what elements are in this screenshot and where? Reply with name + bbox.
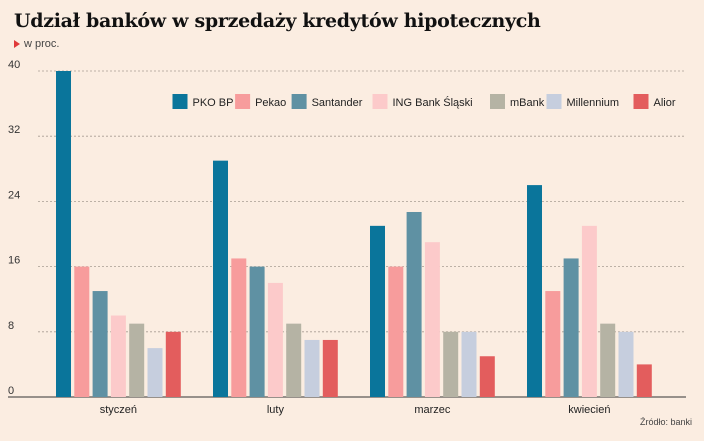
x-tick-label: styczeń <box>100 404 137 416</box>
bar <box>147 348 163 397</box>
bar <box>479 356 495 397</box>
bar <box>563 258 579 397</box>
legend-label: Santander <box>312 97 363 109</box>
unit-label: w proc. <box>24 38 60 50</box>
y-tick-label: 40 <box>8 59 20 71</box>
bar <box>322 339 338 397</box>
bar <box>461 331 477 397</box>
y-tick-label: 16 <box>8 255 20 267</box>
legend-swatch <box>546 94 562 109</box>
bar <box>231 258 247 397</box>
bar <box>110 315 126 397</box>
source-note: Źródło: banki <box>639 417 692 427</box>
bar <box>581 225 597 397</box>
triangle-icon <box>14 40 20 48</box>
legend-label: ING Bank Śląski <box>393 96 473 109</box>
bar <box>545 291 561 397</box>
legend-label: Pekao <box>255 97 286 109</box>
y-tick-label: 0 <box>8 385 14 397</box>
bar <box>213 160 228 397</box>
bar <box>92 291 108 397</box>
bar <box>56 71 71 397</box>
bar <box>600 323 616 397</box>
legend-label: PKO BP <box>193 97 234 109</box>
y-tick-label: 8 <box>8 320 14 332</box>
legend-swatch <box>490 94 505 109</box>
bar <box>286 323 302 397</box>
bar <box>527 185 542 397</box>
legend-label: mBank <box>510 97 545 109</box>
legend-swatch <box>291 94 307 109</box>
bar <box>618 331 634 397</box>
bar <box>424 242 440 397</box>
legend-swatch <box>172 94 188 109</box>
bar <box>165 331 181 397</box>
chart-subtitle: w proc. <box>14 38 59 50</box>
y-tick-label: 32 <box>8 124 20 136</box>
y-tick-label: 24 <box>8 189 20 201</box>
x-tick-label: luty <box>267 404 285 416</box>
bar <box>304 339 320 397</box>
bar <box>406 211 422 397</box>
bar <box>388 266 404 397</box>
legend-swatch <box>372 94 388 109</box>
bar <box>370 225 385 397</box>
bar <box>129 323 145 397</box>
bar <box>636 364 652 397</box>
x-tick-label: kwiecień <box>568 404 610 416</box>
legend-label: Millennium <box>567 97 620 109</box>
legend-swatch <box>235 94 251 109</box>
legend-label: Alior <box>654 97 676 109</box>
bar <box>74 266 90 397</box>
bar <box>267 282 283 397</box>
bar <box>249 266 265 397</box>
x-tick-label: marzec <box>414 404 451 416</box>
bar <box>443 331 459 397</box>
legend-swatch <box>633 94 649 109</box>
chart-title: Udział banków w sprzedaży kredytów hipot… <box>14 10 541 32</box>
